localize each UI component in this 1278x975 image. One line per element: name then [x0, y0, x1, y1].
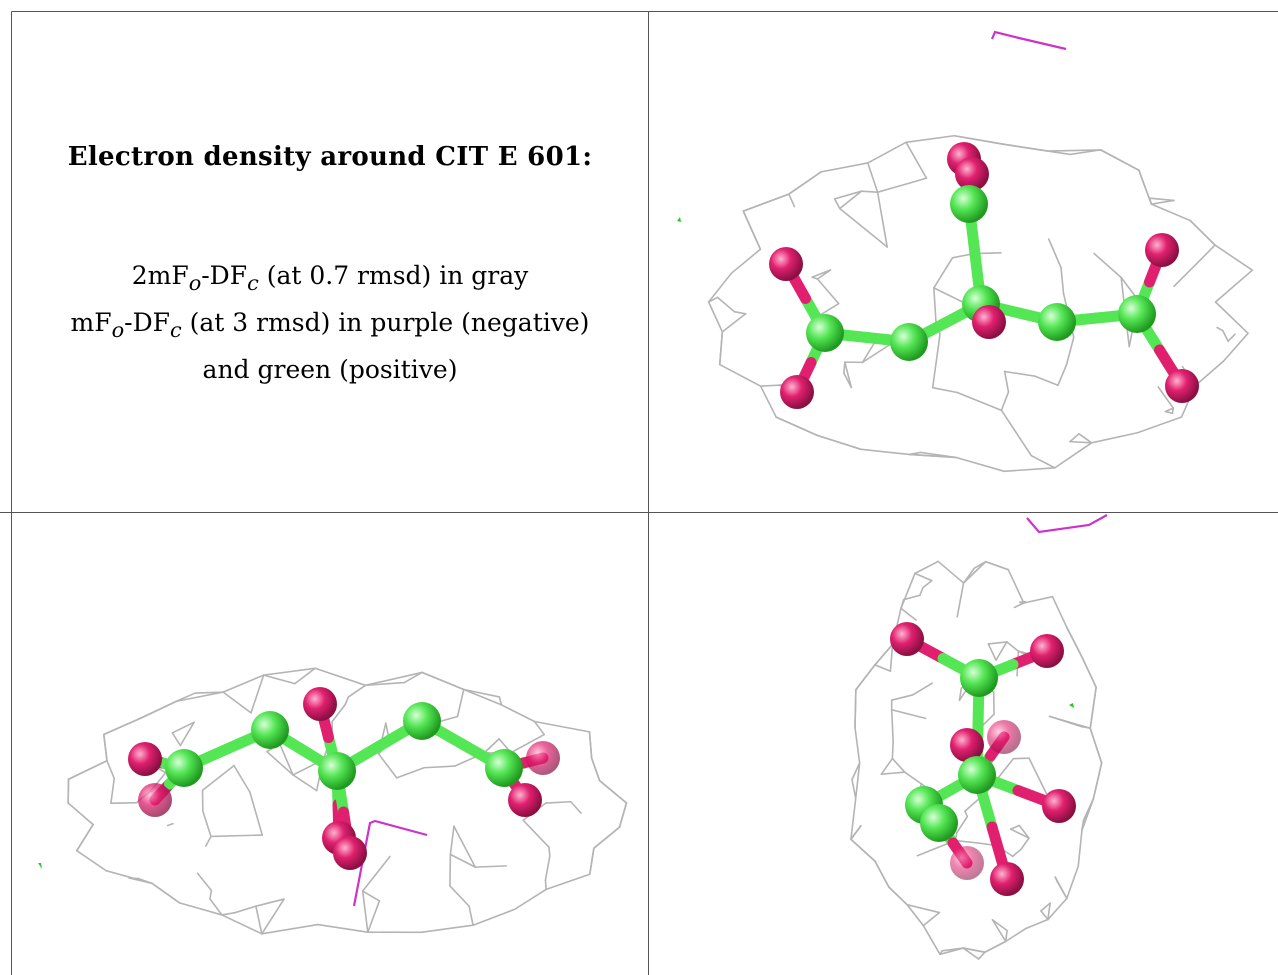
- oxygen-atom: [1145, 233, 1179, 267]
- oxygen-atom: [780, 375, 814, 409]
- caption-panel: Electron density around CIT E 601: 2mFo-…: [12, 12, 648, 512]
- oxygen-atom: [1165, 369, 1199, 403]
- oxygen-atom: [890, 622, 924, 656]
- caption-line-2: mFo-DFc (at 3 rmsd) in purple (negative): [70, 308, 590, 342]
- caption-lines: 2mFo-DFc (at 0.7 rmsd) in gray mFo-DFc (…: [12, 256, 648, 389]
- negative-density: [990, 30, 1067, 51]
- carbon-atom: [318, 752, 356, 790]
- carbon-atom: [251, 711, 289, 749]
- carbon-atom: [1038, 303, 1076, 341]
- carbon-atom: [806, 314, 844, 352]
- oxygen-atom: [128, 742, 162, 776]
- oxygen-atom: [1042, 789, 1076, 823]
- carbon-atom: [960, 659, 998, 697]
- negative-density: [1026, 514, 1108, 534]
- positive-density: [1069, 703, 1074, 708]
- positive-density: [677, 217, 681, 222]
- positive-density: [38, 863, 42, 869]
- oxygen-atom: [526, 741, 560, 775]
- view-3-svg: [850, 514, 1108, 960]
- oxygen-atom: [955, 157, 989, 191]
- oxygen-atom: [508, 783, 542, 817]
- carbon-atom: [920, 804, 958, 842]
- density-mesh: [707, 134, 1254, 473]
- view-2-svg: [38, 667, 628, 935]
- caption-title: Electron density around CIT E 601:: [67, 142, 593, 172]
- carbon-atom: [403, 702, 441, 740]
- oxygen-atom: [333, 836, 367, 870]
- oxygen-atom: [972, 305, 1006, 339]
- view-1-svg: [677, 30, 1254, 473]
- oxygen-atom: [769, 247, 803, 281]
- oxygen-atom: [990, 862, 1024, 896]
- oxygen-atom: [138, 783, 172, 817]
- oxygen-atom: [950, 846, 984, 880]
- oxygen-atom: [987, 720, 1021, 754]
- carbon-atom: [485, 749, 523, 787]
- carbon-atom: [950, 185, 988, 223]
- oxygen-atom: [303, 687, 337, 721]
- caption-line-3: and green (positive): [202, 355, 458, 384]
- density-view-1: [649, 12, 1278, 512]
- density-view-3: [649, 513, 1278, 975]
- oxygen-atom: [950, 728, 984, 762]
- carbon-atom: [890, 323, 928, 361]
- carbon-atom: [958, 756, 996, 794]
- caption-line-1: 2mFo-DFc (at 0.7 rmsd) in gray: [131, 261, 529, 295]
- carbon-atom: [1118, 295, 1156, 333]
- density-view-2: [12, 513, 648, 975]
- oxygen-atom: [1030, 634, 1064, 668]
- carbon-atom: [165, 749, 203, 787]
